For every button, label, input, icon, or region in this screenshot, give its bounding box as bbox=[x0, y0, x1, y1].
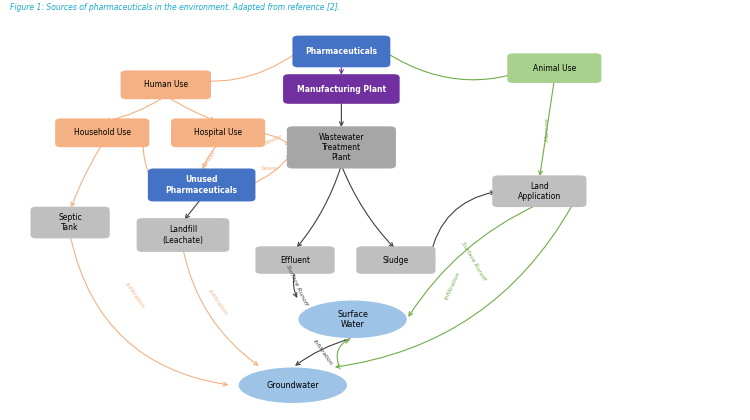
Text: Manure: Manure bbox=[544, 117, 549, 141]
Text: Infiltration: Infiltration bbox=[124, 281, 146, 309]
Text: Infiltration: Infiltration bbox=[312, 339, 334, 367]
FancyBboxPatch shape bbox=[492, 176, 586, 207]
FancyBboxPatch shape bbox=[356, 246, 436, 274]
Text: Landfill
(Leachate): Landfill (Leachate) bbox=[163, 226, 203, 245]
Text: Pharmaceuticals: Pharmaceuticals bbox=[305, 47, 377, 56]
Text: Sewer: Sewer bbox=[262, 166, 281, 171]
Text: Human Use: Human Use bbox=[144, 80, 188, 89]
Text: Unused
Pharmaceuticals: Unused Pharmaceuticals bbox=[166, 175, 238, 194]
Text: Household Use: Household Use bbox=[74, 129, 130, 137]
Text: Surface Runoff: Surface Runoff bbox=[285, 265, 308, 307]
Text: Effluent: Effluent bbox=[280, 255, 310, 265]
Text: Infiltration: Infiltration bbox=[207, 288, 229, 316]
FancyBboxPatch shape bbox=[31, 207, 109, 239]
Text: Infiltration: Infiltration bbox=[444, 271, 461, 300]
FancyBboxPatch shape bbox=[507, 53, 602, 83]
Text: Surface
Water: Surface Water bbox=[338, 310, 368, 329]
FancyBboxPatch shape bbox=[171, 118, 266, 147]
FancyBboxPatch shape bbox=[256, 246, 334, 274]
FancyBboxPatch shape bbox=[283, 74, 400, 104]
Text: Sewer: Sewer bbox=[202, 148, 217, 167]
Text: Sludge: Sludge bbox=[382, 255, 409, 265]
Text: Groundwater: Groundwater bbox=[266, 381, 319, 390]
Text: Animal Use: Animal Use bbox=[532, 64, 576, 73]
FancyBboxPatch shape bbox=[136, 218, 230, 252]
Text: Manufacturing Plant: Manufacturing Plant bbox=[297, 84, 386, 94]
FancyBboxPatch shape bbox=[56, 118, 149, 147]
Text: Figure 1: Sources of pharmaceuticals in the environment. Adapted from reference : Figure 1: Sources of pharmaceuticals in … bbox=[10, 3, 340, 13]
Text: Hospital Use: Hospital Use bbox=[194, 129, 242, 137]
Text: Sewer: Sewer bbox=[265, 133, 284, 146]
FancyBboxPatch shape bbox=[286, 126, 396, 168]
Text: Wastewater
Treatment
Plant: Wastewater Treatment Plant bbox=[319, 133, 364, 162]
FancyBboxPatch shape bbox=[121, 71, 211, 99]
FancyBboxPatch shape bbox=[292, 36, 390, 67]
Text: Land
Application: Land Application bbox=[518, 181, 561, 201]
FancyBboxPatch shape bbox=[148, 168, 256, 202]
Text: Surface Runoff: Surface Runoff bbox=[460, 241, 486, 282]
Text: Septic
Tank: Septic Tank bbox=[58, 213, 82, 232]
Ellipse shape bbox=[298, 301, 406, 338]
Ellipse shape bbox=[238, 368, 347, 403]
